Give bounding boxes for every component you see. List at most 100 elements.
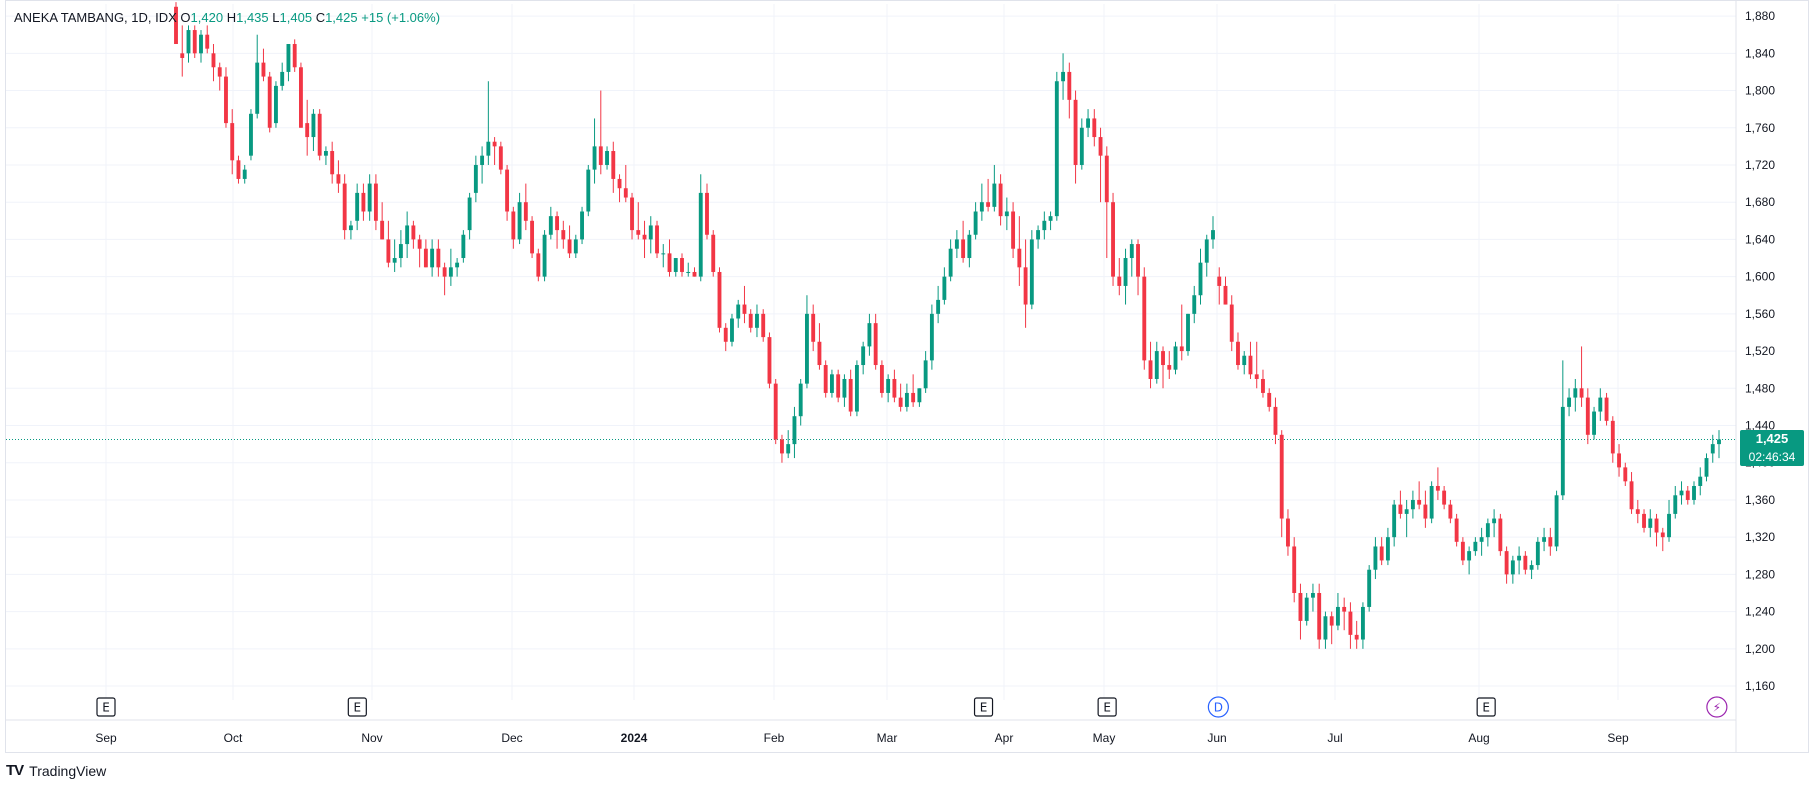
candle-body — [1698, 476, 1703, 486]
candle-body — [1560, 406, 1565, 496]
y-tick-label: 1,240 — [1745, 605, 1775, 619]
candle — [904, 383, 909, 412]
candle-body — [1192, 295, 1197, 314]
candle — [892, 369, 897, 403]
candle — [717, 267, 722, 333]
candle — [736, 299, 741, 328]
candle-body — [1111, 202, 1115, 277]
candle — [405, 211, 410, 259]
candle — [1629, 472, 1634, 514]
price-axis[interactable]: 1,1601,2001,2401,2801,3201,3601,4001,440… — [1745, 9, 1775, 693]
y-tick-label: 1,520 — [1745, 344, 1775, 358]
candle-body — [517, 202, 522, 240]
tradingview-brand[interactable]: TV TradingView — [6, 762, 106, 779]
candle — [1267, 388, 1272, 412]
candle — [1335, 592, 1340, 631]
candle — [705, 183, 709, 240]
candle-body — [1660, 532, 1665, 538]
legend-symbol: ANEKA TAMBANG, 1D, IDX — [14, 10, 177, 25]
candle — [1567, 388, 1572, 417]
candle-body — [1642, 513, 1646, 528]
time-axis[interactable]: Sep Oct Nov Dec 2024 Feb Mar Apr May Jun Jul Aug Sep — [95, 731, 1629, 745]
candle — [673, 258, 678, 277]
candle-body — [1011, 211, 1016, 249]
candle-body — [1129, 244, 1134, 259]
candle-body — [848, 378, 853, 412]
candle — [1279, 430, 1284, 538]
candle — [1017, 216, 1022, 286]
candle — [1304, 592, 1309, 626]
earnings-marker[interactable]: E — [1097, 697, 1117, 717]
candle-body — [1467, 551, 1472, 561]
candle — [1342, 597, 1347, 631]
x-tick-label: 2024 — [621, 731, 648, 745]
candle — [1223, 276, 1228, 305]
candle — [398, 230, 403, 268]
candle-body — [1117, 276, 1122, 286]
dividend-icon — [1207, 696, 1229, 718]
candle — [1492, 509, 1497, 538]
candle — [698, 174, 703, 282]
earnings-marker[interactable]: E — [973, 697, 994, 717]
candle — [911, 374, 916, 407]
candle — [1061, 53, 1066, 100]
candle-body — [1335, 606, 1340, 626]
candle — [1442, 485, 1447, 510]
candle-body — [923, 360, 928, 389]
candle — [1360, 602, 1365, 649]
split-marker[interactable]: ⚡ — [1706, 696, 1728, 718]
candle-body — [286, 44, 291, 72]
candle — [205, 25, 210, 54]
candle — [742, 285, 747, 324]
candle-body — [1298, 592, 1303, 621]
candle-body — [199, 34, 203, 54]
candle — [1079, 118, 1084, 170]
dividend-marker[interactable]: D — [1207, 696, 1229, 718]
candle-body — [299, 67, 303, 128]
candle-body — [705, 192, 709, 235]
candle-body — [423, 248, 428, 268]
candle-body — [217, 67, 222, 77]
earnings-marker[interactable]: E — [347, 697, 367, 717]
candle-body — [1329, 616, 1334, 626]
candle — [261, 48, 266, 82]
candle — [211, 44, 216, 82]
candle — [636, 202, 641, 240]
candle — [1098, 127, 1103, 203]
candle — [1261, 369, 1265, 398]
candle-body — [342, 183, 347, 231]
earnings-icon — [1097, 697, 1117, 717]
x-tick-label: Aug — [1468, 731, 1489, 745]
candle — [748, 309, 753, 333]
candle-body — [586, 169, 591, 212]
candle — [1129, 239, 1134, 277]
candle — [1123, 248, 1128, 305]
earnings-marker[interactable]: E — [96, 697, 116, 717]
event-markers[interactable]: E E E E D E ⚡ — [96, 696, 1728, 718]
candle — [505, 164, 510, 221]
candle — [1198, 248, 1203, 305]
candle-body — [417, 239, 422, 249]
event-marker-label: D — [1214, 701, 1223, 715]
earnings-marker[interactable]: E — [1476, 697, 1496, 717]
candle-body — [430, 248, 435, 268]
candle — [1142, 267, 1147, 370]
candle-body — [1479, 537, 1484, 542]
chart-legend: ANEKA TAMBANG, 1D, IDX O1,420 H1,435 L1,… — [14, 10, 440, 25]
candle — [823, 360, 828, 398]
candle-body — [642, 234, 647, 240]
candle — [267, 71, 272, 133]
candle — [1023, 239, 1028, 328]
candle-body — [1261, 378, 1265, 393]
candle — [1460, 537, 1465, 566]
candle-body — [473, 164, 478, 193]
candle-body — [723, 327, 728, 342]
candle — [667, 239, 672, 277]
candle-body — [1379, 546, 1384, 561]
candle-body — [917, 388, 922, 403]
candle-body — [1404, 509, 1409, 514]
candle — [642, 220, 647, 259]
candle — [461, 230, 466, 263]
candle — [842, 374, 847, 407]
